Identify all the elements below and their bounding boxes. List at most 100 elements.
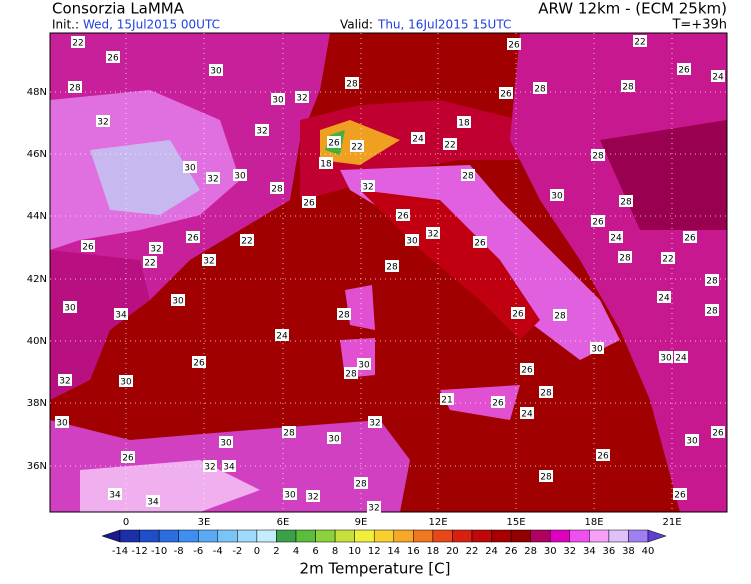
point-box (271, 93, 285, 105)
point-value: 26 (521, 366, 533, 376)
colorbar-label: 28 (524, 546, 537, 557)
point-value: 32 (368, 504, 379, 514)
colorbar-label: -6 (193, 546, 203, 557)
colorbar-box (471, 529, 492, 543)
point-box (146, 495, 160, 507)
point-box (171, 294, 185, 306)
point-value: 22 (72, 39, 83, 49)
map-frame (49, 32, 728, 513)
colorbar-label: -10 (151, 546, 167, 557)
point-box (63, 301, 77, 313)
colorbar-box (178, 529, 199, 543)
point-value: 30 (358, 361, 370, 371)
point-value: 18 (320, 160, 332, 170)
point-box (661, 252, 675, 264)
point-value: 28 (345, 370, 357, 380)
point-value: 30 (686, 437, 698, 447)
point-box (539, 386, 553, 398)
point-box (58, 374, 72, 386)
point-value: 28 (554, 312, 566, 322)
point-box (68, 81, 82, 93)
point-box (275, 329, 289, 341)
lat-label: 44N (27, 211, 47, 222)
point-value: 28 (540, 389, 552, 399)
map (50, 33, 727, 512)
colorbar-box (530, 529, 551, 543)
point-value: 30 (172, 297, 184, 307)
lat-label: 40N (27, 336, 47, 347)
point-value: 22 (241, 237, 252, 247)
point-value: 26 (474, 239, 486, 249)
point-box (591, 149, 605, 161)
point-box (361, 180, 375, 192)
point-box (657, 291, 671, 303)
colorbar-box (452, 529, 473, 543)
point-box (222, 460, 236, 472)
point-box (282, 426, 296, 438)
point-box (203, 460, 217, 472)
colorbar-box (119, 529, 140, 543)
point-value: 30 (328, 435, 340, 445)
point-box (183, 161, 197, 173)
point-box (295, 91, 309, 103)
point-box (553, 309, 567, 321)
lon-label: 9E (355, 517, 368, 528)
point-box (385, 260, 399, 272)
point-box (96, 115, 110, 127)
point-box (633, 35, 647, 47)
point-value: 26 (303, 199, 315, 209)
point-value: 26 (712, 429, 724, 439)
valid-time: Thu, 16Jul2015 15UTC (377, 18, 511, 32)
colorbar-label: 38 (622, 546, 635, 557)
title-left: Consorzia LaMMA (52, 0, 185, 18)
point-box (685, 434, 699, 446)
colorbar-label: -4 (213, 546, 223, 557)
point-value: 24 (412, 135, 424, 145)
point-value: 26 (107, 54, 119, 64)
point-value: 28 (69, 84, 81, 94)
colorbar-label: 26 (505, 546, 518, 557)
lon-label: 0 (123, 517, 129, 528)
point-value: 26 (684, 234, 696, 244)
point-value: 22 (634, 38, 645, 48)
point-value: 32 (296, 94, 307, 104)
point-box (367, 501, 381, 513)
colorbar-box (393, 529, 414, 543)
point-box (677, 63, 691, 75)
point-box (327, 432, 341, 444)
point-value: 30 (284, 491, 296, 501)
point-value: 28 (620, 198, 632, 208)
point-value: 22 (144, 259, 155, 269)
point-value: 26 (82, 243, 94, 253)
colorbar-box (491, 529, 512, 543)
point-value: 32 (97, 118, 108, 128)
point-value: 32 (59, 377, 70, 387)
point-value: 26 (397, 212, 409, 222)
point-box (149, 242, 163, 254)
point-box (81, 240, 95, 252)
point-box (711, 426, 725, 438)
colorbar-label: 12 (368, 546, 381, 557)
point-box (705, 274, 719, 286)
point-box (520, 407, 534, 419)
point-value: 28 (706, 277, 718, 287)
point-box (106, 51, 120, 63)
point-value: 30 (551, 192, 563, 202)
valid-label: Valid: (340, 18, 373, 32)
point-value: 26 (500, 90, 512, 100)
colorbar-label: 22 (466, 546, 479, 557)
point-box (609, 231, 623, 243)
point-box (368, 416, 382, 428)
point-value: 30 (56, 419, 68, 429)
colorbar-title: 2m Temperature [C] (300, 560, 451, 578)
point-value: 32 (427, 230, 438, 240)
point-box (192, 356, 206, 368)
point-box (674, 351, 688, 363)
colorbar-box (276, 529, 297, 543)
point-box (327, 136, 341, 148)
colorbar-label: 40 (642, 546, 655, 557)
point-value: 24 (675, 354, 687, 364)
point-box (457, 116, 471, 128)
point-box (473, 236, 487, 248)
point-value: 28 (338, 311, 350, 321)
